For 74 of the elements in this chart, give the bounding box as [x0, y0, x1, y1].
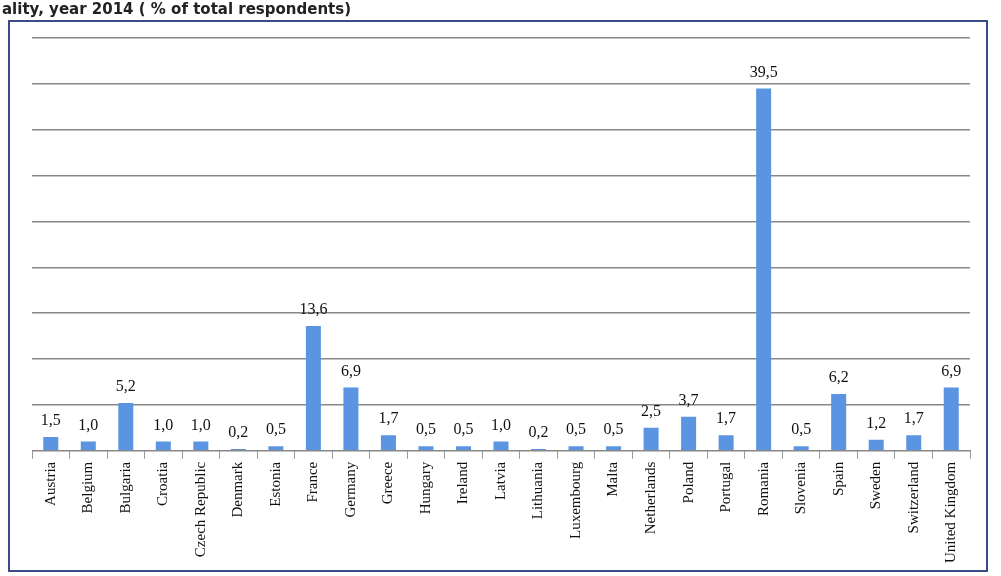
data-label: 1,5: [40, 411, 61, 429]
data-label: 5,2: [115, 377, 136, 395]
bar: [906, 435, 922, 451]
x-tick-label: Austria: [41, 461, 58, 506]
x-tick-label: Slovenia: [792, 461, 809, 515]
data-label: 6,9: [941, 361, 962, 379]
bar: [268, 446, 284, 451]
x-tick-label: France: [304, 461, 321, 503]
bar: [681, 416, 697, 451]
x-tick-label: Hungary: [416, 461, 433, 515]
data-label: 0,5: [265, 420, 286, 438]
x-tick-label: Bulgaria: [116, 461, 133, 514]
chart-title: ality, year 2014 ( % of total respondents): [2, 0, 352, 18]
x-tick-label: Estonia: [266, 461, 283, 507]
bar: [455, 446, 471, 451]
x-tick-label: Romania: [754, 461, 771, 516]
x-tick-label: Luxembourg: [566, 461, 583, 539]
data-label: 1,0: [153, 415, 174, 433]
bar: [756, 88, 772, 451]
data-label: 0,5: [603, 420, 624, 438]
data-label: 0,5: [453, 420, 474, 438]
bar: [493, 441, 509, 451]
data-label: 1,0: [78, 415, 99, 433]
bar: [343, 387, 359, 451]
bar: [831, 393, 847, 451]
x-tick-label: Latvia: [491, 461, 508, 501]
data-label: 1,0: [190, 415, 211, 433]
x-tick-label: Germany: [341, 461, 358, 518]
bar: [380, 435, 396, 451]
x-tick-label: Malta: [604, 461, 621, 497]
bar: [193, 441, 209, 451]
data-label: 3,7: [678, 391, 699, 409]
x-tick-label: Denmark: [229, 461, 246, 518]
x-tick-label: Switzerland: [904, 461, 921, 534]
data-label: 6,2: [828, 368, 849, 386]
data-label: 0,5: [415, 420, 436, 438]
bar: [418, 446, 434, 451]
x-tick-label: United Kingdom: [942, 461, 959, 564]
bar: [643, 427, 659, 451]
data-label: 1,0: [491, 415, 511, 433]
bar: [80, 441, 96, 451]
data-label: 0,5: [791, 420, 812, 438]
x-tick-label: Greece: [379, 461, 396, 505]
data-label: 0,2: [228, 423, 249, 441]
x-tick-label: Portugal: [717, 461, 734, 513]
bar: [943, 387, 959, 451]
data-label: 1,7: [716, 409, 737, 427]
bar: [568, 446, 584, 451]
data-label: 6,9: [340, 361, 361, 379]
x-tick-label: Poland: [679, 461, 696, 504]
x-tick-label: Croatia: [154, 461, 171, 506]
bar: [606, 446, 622, 451]
x-tick-label: Czech Republic: [191, 461, 208, 558]
bar: [43, 437, 59, 451]
x-tick-label: Spain: [829, 461, 846, 496]
data-label: 1,7: [378, 409, 399, 427]
bar: [793, 446, 809, 451]
x-tick-label: Ireland: [454, 461, 471, 505]
bar: [305, 326, 321, 451]
bar: [718, 435, 734, 451]
data-label: 13,6: [299, 300, 328, 318]
data-label: 0,5: [566, 420, 587, 438]
x-tick-label: Sweden: [867, 461, 884, 510]
data-label: 1,7: [903, 409, 924, 427]
data-label: 0,2: [528, 423, 549, 441]
bar: [155, 441, 171, 451]
data-label: 2,5: [641, 402, 662, 420]
bar: [868, 439, 884, 451]
x-tick-label: Belgium: [79, 461, 96, 514]
x-tick-label: Lithuania: [529, 461, 546, 520]
data-label: 39,5: [749, 62, 778, 80]
bar: [118, 403, 134, 451]
x-tick-label: Netherlands: [642, 461, 659, 535]
data-label: 1,2: [866, 413, 887, 431]
